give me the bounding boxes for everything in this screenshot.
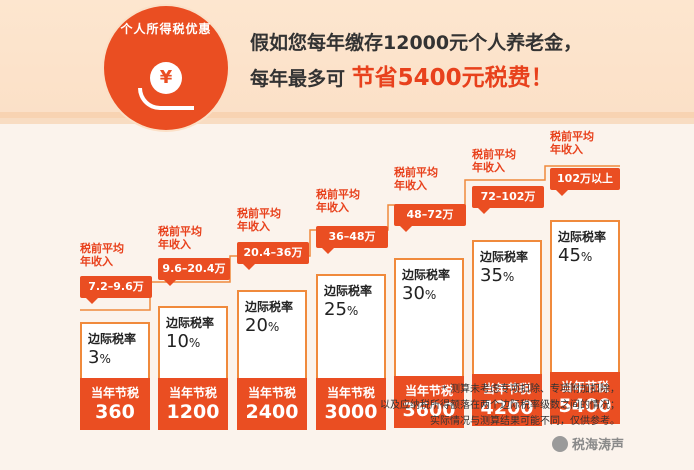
saving-value: 1200 — [166, 401, 220, 423]
income-label: 税前平均年收入 — [394, 166, 438, 192]
income-range-pill: 72–102万 — [472, 186, 544, 214]
tax-bracket-step: 边际税率 25% 当年节税 3000 — [316, 274, 386, 430]
saving-label: 当年节税 — [404, 384, 453, 398]
income-range-pill: 9.6–20.4万 — [158, 258, 230, 286]
percent-sign: % — [502, 270, 515, 284]
income-label: 税前平均年收入 — [472, 148, 516, 174]
percent-sign: % — [346, 304, 359, 318]
rate-value: 30% — [396, 283, 462, 304]
rate-value: 3% — [82, 347, 148, 368]
saving-value: 3000 — [324, 401, 378, 423]
saving-label: 当年节税 — [90, 386, 139, 400]
income-range-pill: 36–48万 — [316, 226, 388, 254]
income-label: 税前平均年收入 — [80, 242, 124, 268]
rate-label: 边际税率 — [88, 332, 137, 346]
footnote-line: * 测算未考虑专项扣除、专项附加扣除， — [441, 384, 620, 395]
rate-label: 边际税率 — [324, 284, 373, 298]
tax-saving-block: 当年节税 3600 — [394, 376, 464, 428]
rate-value: 45% — [552, 245, 618, 266]
income-label: 税前平均年收入 — [316, 188, 360, 214]
rate-value: 20% — [239, 315, 305, 336]
rate-label: 边际税率 — [480, 250, 529, 264]
income-label: 税前平均年收入 — [237, 207, 281, 233]
income-range-pill: 7.2–9.6万 — [80, 276, 152, 304]
watermark: 税海涛声 — [572, 438, 625, 453]
headline-prefix: 每年最多可 — [250, 68, 346, 90]
rate-label: 边际税率 — [402, 268, 451, 282]
income-range-pill: 20.4–36万 — [237, 242, 309, 270]
badge-text: 个人所得税优惠 — [120, 22, 212, 36]
footnote-line: 以及应纳税所得额落在两个边际税率级数之间的情况； — [380, 400, 620, 411]
tax-bracket-step: 边际税率 45% 当年节税 5400 — [550, 220, 620, 424]
saving-value: 4200 — [480, 397, 534, 419]
headline-line-2: 每年最多可 节省5400元税费！ — [250, 58, 554, 92]
saving-label: 当年节税 — [482, 382, 531, 396]
rate-number: 10 — [166, 331, 189, 352]
headline-line-1: 假如您每年缴存12000元个人养老金， — [250, 32, 583, 54]
income-label: 税前平均年收入 — [550, 130, 594, 156]
tax-benefit-badge: 个人所得税优惠 ¥ — [104, 6, 228, 130]
rate-number: 25 — [324, 299, 347, 320]
rate-label: 边际税率 — [166, 316, 215, 330]
tax-saving-block: 当年节税 3000 — [316, 378, 386, 430]
percent-sign: % — [188, 336, 201, 350]
rate-number: 3 — [88, 347, 100, 368]
tax-saving-block: 当年节税 5400 — [550, 372, 620, 424]
saving-label: 当年节税 — [560, 380, 609, 394]
tax-saving-block: 当年节税 4200 — [472, 374, 542, 426]
tax-bracket-step: 边际税率 10% 当年节税 1200 — [158, 306, 228, 430]
wechat-icon — [552, 436, 568, 452]
rate-number: 45 — [558, 245, 581, 266]
tax-bracket-step: 边际税率 35% 当年节税 4200 — [472, 240, 542, 426]
tax-bracket-step: 边际税率 3% 当年节税 360 — [80, 322, 150, 430]
percent-sign: % — [580, 250, 593, 264]
tax-saving-block: 当年节税 1200 — [158, 378, 228, 430]
income-range-pill: 48–72万 — [394, 204, 466, 232]
saving-value: 360 — [95, 401, 135, 423]
rate-value: 35% — [474, 265, 540, 286]
rate-number: 35 — [480, 265, 503, 286]
tax-saving-block: 当年节税 2400 — [237, 378, 307, 430]
saving-value: 2400 — [245, 401, 299, 423]
saving-label: 当年节税 — [326, 386, 375, 400]
rate-number: 30 — [402, 283, 425, 304]
saving-label: 当年节税 — [247, 386, 296, 400]
saving-value: 5400 — [558, 395, 612, 417]
footnote-line: 实际情况与测算结果可能不同，仅供参考。 — [430, 416, 620, 427]
hand-icon — [138, 88, 194, 110]
saving-value: 3600 — [402, 399, 456, 421]
rate-number: 20 — [245, 315, 268, 336]
tax-saving-block: 当年节税 360 — [80, 378, 150, 430]
rate-label: 边际税率 — [245, 300, 294, 314]
tax-bracket-step: 边际税率 20% 当年节税 2400 — [237, 290, 307, 430]
income-label: 税前平均年收入 — [158, 225, 202, 251]
percent-sign: % — [99, 352, 111, 366]
tax-bracket-step: 边际税率 30% 当年节税 3600 — [394, 258, 464, 428]
percent-sign: % — [424, 288, 437, 302]
income-range-pill: 102万以上 — [550, 168, 620, 196]
percent-sign: % — [267, 320, 280, 334]
rate-label: 边际税率 — [558, 230, 607, 244]
saving-label: 当年节税 — [168, 386, 217, 400]
rate-value: 25% — [318, 299, 384, 320]
headline-highlight: 节省5400元税费！ — [351, 65, 554, 91]
rate-value: 10% — [160, 331, 226, 352]
